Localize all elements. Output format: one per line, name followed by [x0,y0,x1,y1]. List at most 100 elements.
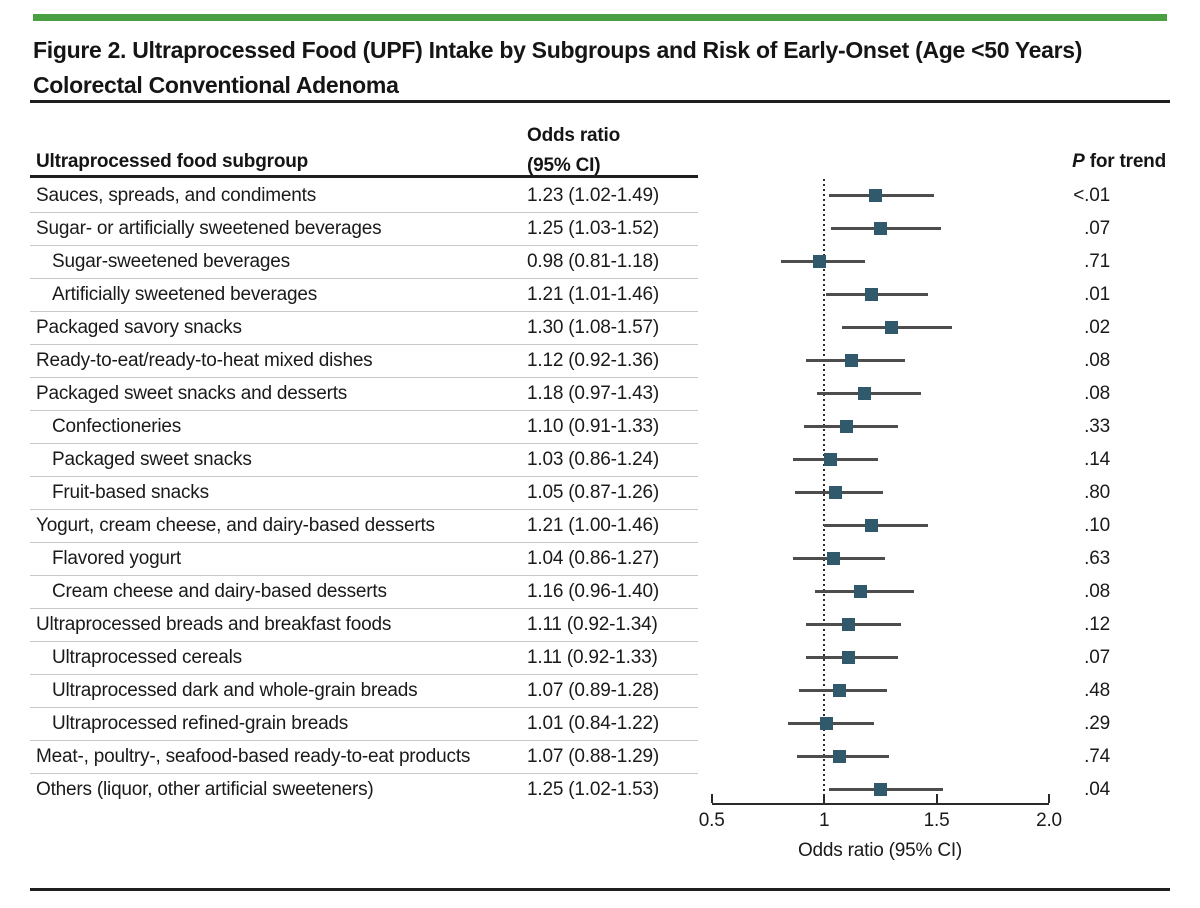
p-for-trend-value: .08 [1084,350,1110,371]
row-separator [30,410,698,411]
odds-ratio-value: 1.11 (0.92-1.34) [527,614,658,635]
column-header-odds-ratio: Odds ratio (95% CI) [527,121,620,181]
x-axis-tick-label: 0.5 [698,810,725,831]
row-separator [30,311,698,312]
odds-ratio-value: 1.12 (0.92-1.36) [527,350,659,371]
odds-ratio-value: 1.07 (0.89-1.28) [527,680,659,701]
or-marker [828,486,842,499]
p-for-trend-value: .48 [1084,680,1110,701]
row-separator [30,377,698,378]
row-separator [30,707,698,708]
column-header-p-for-trend: P for trend [966,151,1166,173]
x-axis-tick [823,794,826,803]
odds-ratio-value: 1.21 (1.00-1.46) [527,515,659,536]
row-separator [30,278,698,279]
table-row-label: Sugar- or artificially sweetened beverag… [36,218,382,239]
column-header-subgroup: Ultraprocessed food subgroup [36,151,309,172]
p-for-trend-value: .04 [1084,779,1110,800]
table-row-label: Cream cheese and dairy-based desserts [52,581,387,602]
p-for-trend-value: .10 [1084,515,1110,536]
accent-bar [33,14,1167,21]
x-axis-tick-label: 1.5 [923,810,950,831]
odds-ratio-value: 1.10 (0.91-1.33) [527,416,659,437]
table-row-label: Others (liquor, other artificial sweeten… [36,779,374,800]
p-for-trend-value: .08 [1084,581,1110,602]
p-for-trend-value: .74 [1084,746,1110,767]
odds-ratio-value: 0.98 (0.81-1.18) [527,251,659,272]
figure-title-line2: Colorectal Conventional Adenoma [33,72,399,98]
bottom-rule [30,888,1170,891]
odds-ratio-value: 1.04 (0.86-1.27) [527,548,659,569]
table-row-label: Yogurt, cream cheese, and dairy-based de… [36,515,435,536]
row-separator [30,575,698,576]
x-axis-line [711,803,1049,805]
row-separator [30,773,698,774]
p-for-trend-value: .71 [1084,251,1110,272]
odds-ratio-value: 1.05 (0.87-1.26) [527,482,659,503]
odds-ratio-value: 1.23 (1.02-1.49) [527,185,659,206]
or-marker [858,387,872,400]
odds-ratio-value: 1.16 (0.96-1.40) [527,581,659,602]
p-for-trend-value: .63 [1084,548,1110,569]
odds-ratio-value: 1.30 (1.08-1.57) [527,317,659,338]
or-marker [864,519,878,532]
x-axis-tick [1048,794,1050,803]
table-row-label: Packaged savory snacks [36,317,242,338]
table-row-label: Confectioneries [52,416,182,437]
p-for-trend-value: .01 [1084,284,1110,305]
row-separator [30,212,698,213]
p-for-trend-value: .08 [1084,383,1110,404]
or-marker [864,288,878,301]
row-separator [30,641,698,642]
or-marker [842,651,856,664]
table-row-label: Fruit-based snacks [52,482,209,503]
or-marker [869,189,883,202]
row-separator [30,476,698,477]
figure-title-line1: Figure 2. Ultraprocessed Food (UPF) Inta… [33,37,1083,63]
table-row-label: Flavored yogurt [52,548,182,569]
or-marker [824,453,838,466]
row-separator [30,443,698,444]
odds-ratio-value: 1.01 (0.84-1.22) [527,713,659,734]
p-for-trend-value: .07 [1084,218,1110,239]
or-marker [885,321,899,334]
header-underline-rule [30,175,698,178]
x-axis-tick [710,794,713,803]
column-header-odds-ratio-line2: (95% CI) [527,155,601,176]
row-separator [30,608,698,609]
row-separator [30,509,698,510]
title-divider-rule [30,100,1170,103]
table-row-label: Ready-to-eat/ready-to-heat mixed dishes [36,350,373,371]
row-separator [30,674,698,675]
or-marker [833,684,847,697]
x-axis-tick-label: 1 [818,810,830,831]
odds-ratio-value: 1.21 (1.01-1.46) [527,284,659,305]
or-marker [873,783,887,796]
or-marker [826,552,840,565]
column-header-odds-ratio-line1: Odds ratio [527,125,621,146]
or-marker [819,717,833,730]
odds-ratio-value: 1.03 (0.86-1.24) [527,449,659,470]
odds-ratio-value: 1.18 (0.97-1.43) [527,383,659,404]
or-marker [853,585,867,598]
table-row-label: Sugar-sweetened beverages [52,251,290,272]
odds-ratio-value: 1.07 (0.88-1.29) [527,746,659,767]
p-header-rest: for trend [1084,151,1167,172]
or-marker [844,354,858,367]
table-row-label: Sauces, spreads, and condiments [36,185,317,206]
table-row-label: Ultraprocessed refined-grain breads [52,713,349,734]
p-for-trend-value: .12 [1084,614,1110,635]
p-for-trend-value: .33 [1084,416,1110,437]
p-for-trend-value: .80 [1084,482,1110,503]
or-marker [840,420,854,433]
x-axis-label: Odds ratio (95% CI) [797,840,963,861]
row-separator [30,542,698,543]
odds-ratio-value: 1.25 (1.02-1.53) [527,779,659,800]
row-separator [30,740,698,741]
x-axis-tick-label: 2.0 [1036,810,1062,831]
p-for-trend-value: .14 [1084,449,1110,470]
p-for-trend-value: .07 [1084,647,1110,668]
table-row-label: Ultraprocessed breads and breakfast food… [36,614,392,635]
x-axis-tick [935,794,938,803]
